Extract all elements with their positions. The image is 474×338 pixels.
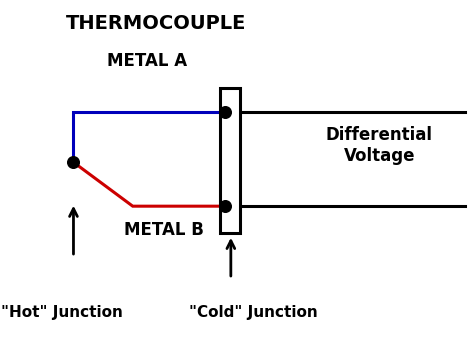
Point	[221, 203, 229, 209]
Text: "Hot" Junction: "Hot" Junction	[0, 305, 123, 320]
Text: Differential
Voltage: Differential Voltage	[326, 126, 433, 165]
Bar	[220, 88, 240, 233]
Point	[221, 109, 229, 114]
Point	[70, 160, 77, 165]
Text: THERMOCOUPLE: THERMOCOUPLE	[66, 14, 246, 33]
Text: "Cold" Junction: "Cold" Junction	[189, 305, 318, 320]
Text: METAL A: METAL A	[107, 52, 187, 70]
Text: METAL B: METAL B	[124, 221, 203, 239]
